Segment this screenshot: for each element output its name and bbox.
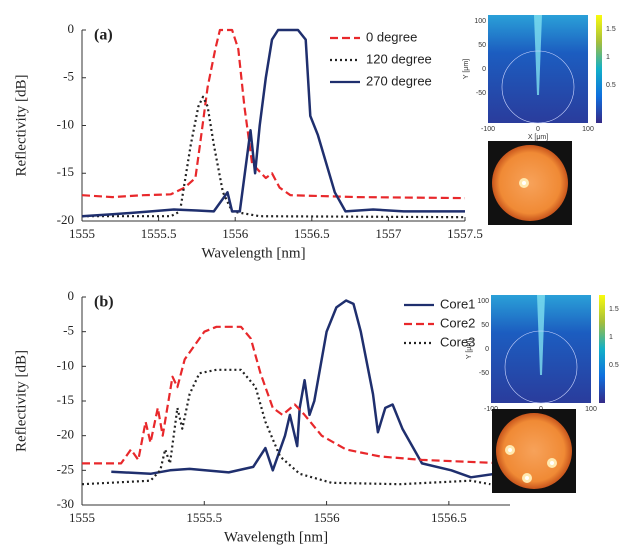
x-tick-label: 1556.5: [431, 510, 467, 525]
legend-label: 270 degree: [366, 73, 432, 88]
colorbar: [596, 15, 602, 123]
y-tick-label: -10: [57, 357, 74, 372]
legend-label: 120 degree: [366, 51, 432, 66]
inset-x-label: X [μm]: [528, 134, 548, 141]
data-line: [82, 325, 506, 465]
fiber-face: [492, 145, 568, 221]
colorbar-label: 0.5: [606, 82, 616, 89]
x-tick-label: 1556: [222, 226, 249, 241]
x-tick-label: 1555.5: [141, 226, 177, 241]
data-line: [81, 28, 466, 200]
core: [508, 448, 512, 452]
legend-label: Core1: [440, 296, 475, 311]
data-line: [111, 299, 506, 479]
x-tick-label: 1556: [314, 510, 341, 525]
inset-y-label: Y [μm]: [463, 59, 470, 79]
y-axis-label: Reflectivity [dB]: [13, 74, 29, 176]
x-tick-label: 1557.5: [447, 226, 483, 241]
inset-x-tick: 0: [536, 126, 540, 133]
inset-y-tick: 100: [474, 18, 486, 25]
x-tick-label: 1556.5: [294, 226, 330, 241]
heatmap-beam: [537, 295, 545, 375]
y-tick-label: -20: [57, 212, 74, 227]
x-tick-label: 1555.5: [186, 510, 222, 525]
colorbar-label: 1: [606, 54, 610, 61]
heatmap-beam: [534, 15, 542, 95]
colorbar: [599, 295, 605, 403]
inset-y-tick: 50: [478, 42, 486, 49]
x-tick-label: 1555: [69, 510, 95, 525]
y-tick-label: -5: [63, 69, 74, 84]
data-line: [81, 28, 465, 218]
fiber-face: [496, 413, 572, 489]
y-tick-label: -15: [57, 164, 74, 179]
y-tick-label: -15: [57, 392, 74, 407]
data-line: [82, 95, 466, 219]
y-tick-label: -10: [57, 116, 74, 131]
core: [525, 476, 529, 480]
heatmap-outline: [501, 50, 575, 124]
inset-y-tick: 0: [482, 66, 486, 73]
inset-x-tick: 100: [582, 126, 594, 133]
x-tick-label: 1555: [69, 226, 95, 241]
inset-y-label: Y [μm]: [466, 339, 473, 359]
colorbar-label: 0.5: [609, 362, 619, 369]
x-tick-label: 1557: [375, 226, 402, 241]
y-tick-label: -5: [63, 323, 74, 338]
y-axis-label: Reflectivity [dB]: [13, 350, 29, 452]
colorbar-label: 1: [609, 334, 613, 341]
legend-label: 0 degree: [366, 29, 417, 44]
y-tick-label: -20: [57, 427, 74, 442]
inset-y-tick: -50: [479, 370, 489, 377]
core: [522, 181, 526, 185]
inset-y-tick: -50: [476, 90, 486, 97]
x-axis-label: Wavelength [nm]: [201, 245, 305, 261]
heatmap-outline: [504, 330, 578, 404]
inset-y-tick: 50: [481, 322, 489, 329]
y-tick-label: -30: [57, 496, 74, 511]
y-tick-label: -25: [57, 461, 74, 476]
panel-label: (a): [94, 27, 113, 44]
core: [550, 461, 554, 465]
legend-label: Core3: [440, 334, 475, 349]
inset-x-tick: -100: [484, 406, 498, 413]
legend-label: Core2: [440, 315, 475, 330]
inset-y-tick: 100: [477, 298, 489, 305]
panel-label: (b): [94, 294, 114, 311]
y-tick-label: 0: [68, 288, 75, 303]
y-tick-label: 0: [68, 21, 75, 36]
colorbar-label: 1.5: [606, 26, 616, 33]
x-axis-label: Wavelength [nm]: [224, 529, 328, 545]
inset-x-tick: 100: [585, 406, 597, 413]
inset-y-tick: 0: [485, 346, 489, 353]
colorbar-label: 1.5: [609, 306, 619, 313]
inset-x-tick: -100: [481, 126, 495, 133]
